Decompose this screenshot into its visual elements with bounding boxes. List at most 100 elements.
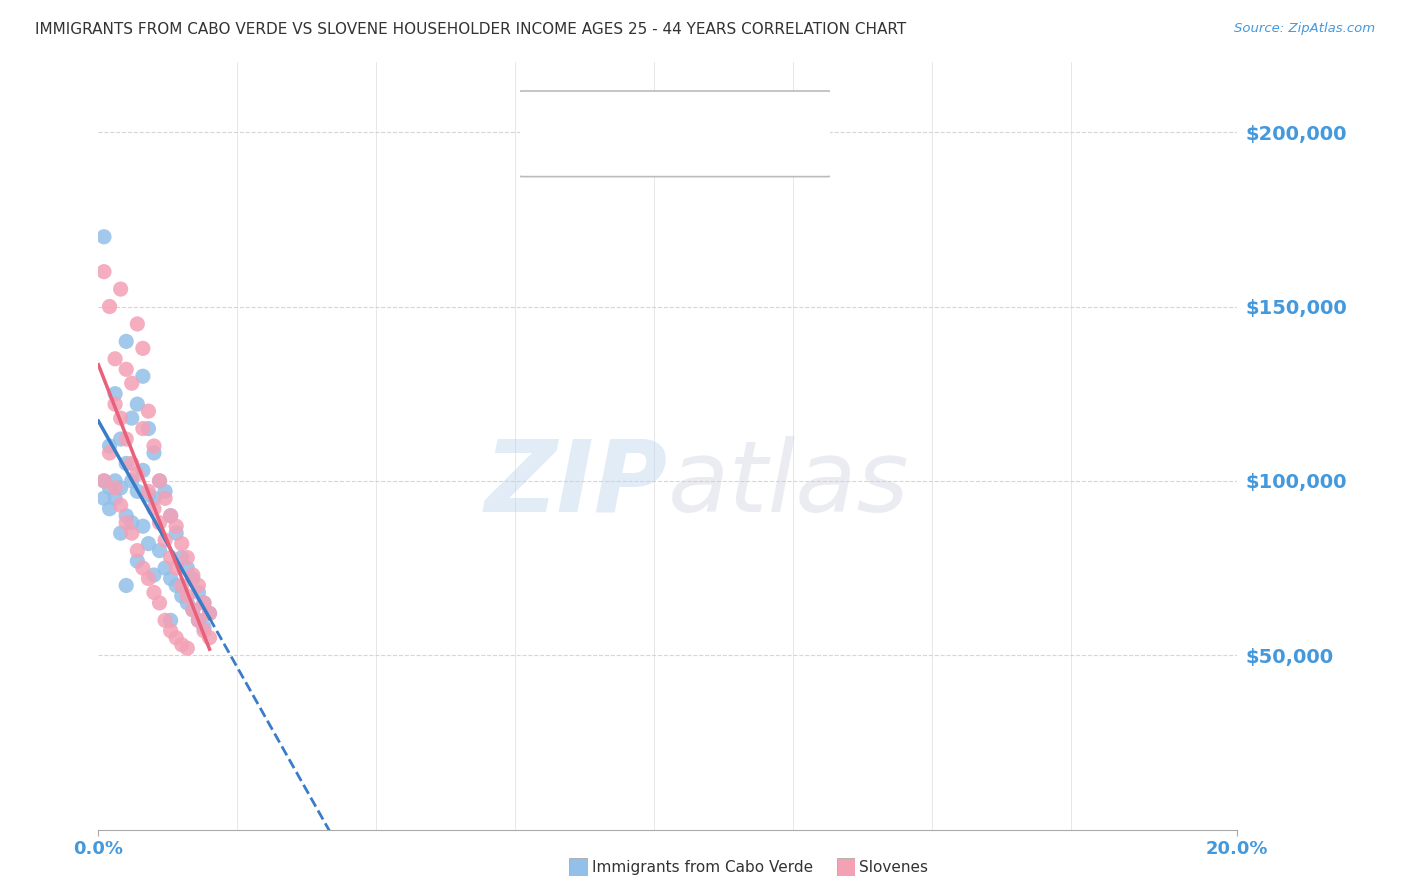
Point [148, 474, 170, 488]
Point [176, 550, 198, 565]
Point [110, 526, 132, 541]
Point [165, 526, 187, 541]
Point [110, 411, 132, 425]
Point [132, 421, 155, 435]
Point [170, 536, 193, 550]
Point [153, 491, 176, 506]
Text: -0.266: -0.266 [619, 106, 673, 120]
Point [148, 596, 170, 610]
Point [98, 481, 121, 495]
FancyBboxPatch shape [517, 91, 832, 177]
Point [121, 526, 143, 541]
Point [153, 533, 176, 548]
Point [115, 516, 138, 530]
Point [110, 481, 132, 495]
Point [127, 554, 149, 568]
Point [143, 501, 166, 516]
Point [159, 613, 181, 627]
Point [170, 578, 193, 592]
Point [181, 603, 204, 617]
Point [132, 561, 155, 575]
Point [121, 474, 143, 488]
Point [93, 229, 115, 244]
Point [127, 397, 149, 411]
Point [132, 342, 155, 356]
Point [193, 624, 215, 638]
Point [170, 638, 193, 652]
Text: IMMIGRANTS FROM CABO VERDE VS SLOVENE HOUSEHOLDER INCOME AGES 25 - 44 YEARS CORR: IMMIGRANTS FROM CABO VERDE VS SLOVENE HO… [35, 22, 907, 37]
Point [165, 561, 187, 575]
Point [93, 491, 115, 506]
Point [148, 474, 170, 488]
Point [176, 641, 198, 656]
Point [115, 578, 138, 592]
Point [98, 439, 121, 453]
Text: ZIP: ZIP [485, 436, 668, 533]
Point [132, 519, 155, 533]
Point [176, 589, 198, 603]
Point [115, 362, 138, 376]
Text: N =: N = [700, 147, 734, 161]
Point [153, 484, 176, 499]
Point [138, 404, 160, 418]
Text: R =: R = [579, 147, 612, 161]
Point [104, 351, 127, 366]
Point [110, 432, 132, 446]
Point [93, 265, 115, 279]
Text: 51: 51 [742, 106, 763, 120]
Point [165, 631, 187, 645]
Point [187, 613, 209, 627]
Point [187, 578, 209, 592]
Point [127, 484, 149, 499]
Point [187, 585, 209, 599]
Point [115, 432, 138, 446]
Text: N =: N = [700, 106, 734, 120]
Point [170, 550, 193, 565]
Point [181, 572, 204, 586]
Point [143, 568, 166, 582]
Point [159, 508, 181, 523]
Point [138, 484, 160, 499]
Point [148, 543, 170, 558]
Point [121, 411, 143, 425]
Point [121, 457, 143, 471]
Text: -0.405: -0.405 [619, 147, 673, 161]
Point [132, 369, 155, 384]
Point [176, 596, 198, 610]
Point [143, 446, 166, 460]
Point [93, 474, 115, 488]
Point [143, 439, 166, 453]
Point [121, 376, 143, 391]
Point [104, 474, 127, 488]
Point [104, 491, 127, 506]
Point [153, 561, 176, 575]
Point [138, 536, 160, 550]
Point [165, 578, 187, 592]
Point [98, 501, 121, 516]
Point [198, 631, 221, 645]
Point [127, 317, 149, 331]
Text: Slovenes: Slovenes [859, 860, 928, 874]
Point [121, 516, 143, 530]
Point [193, 620, 215, 634]
Point [115, 457, 138, 471]
Point [198, 607, 221, 621]
Point [153, 613, 176, 627]
Text: R =: R = [579, 106, 612, 120]
Point [98, 300, 121, 314]
Text: atlas: atlas [668, 436, 910, 533]
Point [148, 516, 170, 530]
Point [138, 421, 160, 435]
Point [104, 386, 127, 401]
Point [159, 550, 181, 565]
Point [127, 543, 149, 558]
Point [104, 481, 127, 495]
Point [176, 561, 198, 575]
Point [110, 498, 132, 512]
Point [159, 624, 181, 638]
Point [143, 585, 166, 599]
Point [138, 572, 160, 586]
Point [132, 463, 155, 477]
Point [198, 607, 221, 621]
Point [115, 334, 138, 349]
